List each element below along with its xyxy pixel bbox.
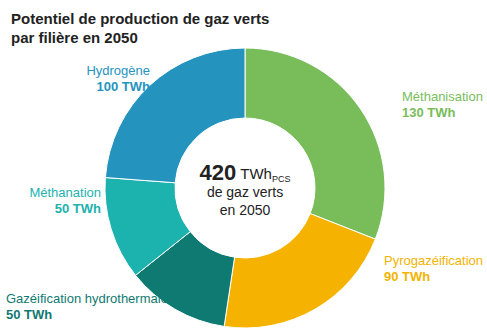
svg-text:Pyrogazéification: Pyrogazéification <box>384 253 483 268</box>
svg-text:par filière en 2050: par filière en 2050 <box>11 29 138 46</box>
svg-text:Méthanisation: Méthanisation <box>402 89 483 104</box>
svg-text:420: 420 <box>199 160 236 185</box>
svg-text:Hydrogène: Hydrogène <box>86 63 150 78</box>
svg-text:90 TWh: 90 TWh <box>384 269 430 284</box>
svg-text:50 TWh: 50 TWh <box>6 307 52 322</box>
svg-text:PCS: PCS <box>272 174 291 184</box>
svg-text:130 TWh: 130 TWh <box>402 105 456 120</box>
svg-text:Méthanation: Méthanation <box>29 185 101 200</box>
svg-text:Gazéification hydrothermale: Gazéification hydrothermale <box>6 291 168 306</box>
svg-text:de gaz verts: de gaz verts <box>207 184 283 200</box>
svg-text:100 TWh: 100 TWh <box>97 79 151 94</box>
svg-text:50 TWh: 50 TWh <box>55 201 101 216</box>
svg-text:Potentiel de production de gaz: Potentiel de production de gaz verts <box>11 10 269 27</box>
svg-text:TWh: TWh <box>236 165 272 182</box>
svg-text:en 2050: en 2050 <box>220 202 271 218</box>
